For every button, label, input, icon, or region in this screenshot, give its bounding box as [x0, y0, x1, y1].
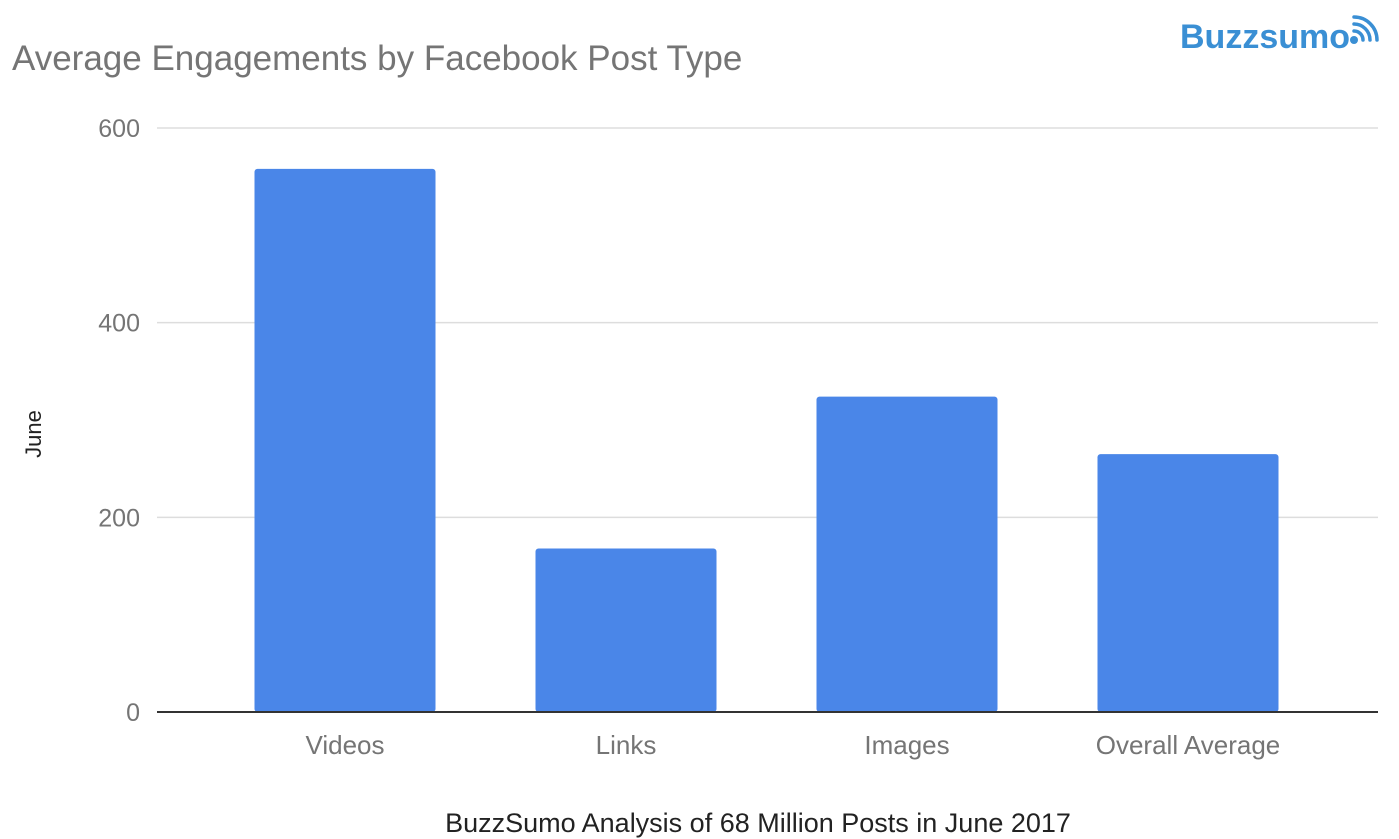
y-tick-label: 600 — [98, 115, 140, 143]
bars — [254, 168, 1279, 712]
buzzsumo-logo-text: Buzzsumo — [1180, 18, 1350, 56]
bar-overall-average — [1097, 454, 1279, 712]
y-axis-ticks: 0 200 400 600 — [98, 115, 140, 727]
x-axis-categories: Videos Links Images Overall Average — [305, 730, 1280, 760]
signal-dot — [1350, 36, 1358, 44]
x-category-label: Links — [596, 730, 657, 760]
y-tick-label: 0 — [126, 699, 140, 727]
y-tick-label: 200 — [98, 504, 140, 532]
chart-title: Average Engagements by Facebook Post Typ… — [12, 39, 742, 78]
y-axis-label: June — [21, 410, 46, 458]
buzzsumo-logo: Buzzsumo — [1180, 15, 1379, 56]
bar-images — [816, 396, 998, 712]
signal-arc — [1352, 29, 1365, 42]
x-category-label: Overall Average — [1096, 730, 1281, 760]
y-tick-label: 400 — [98, 310, 140, 338]
bar-videos — [254, 168, 436, 712]
x-axis-label: BuzzSumo Analysis of 68 Million Posts in… — [445, 808, 1071, 838]
signal-arc — [1352, 15, 1379, 42]
wifi-signal-icon — [1350, 15, 1379, 44]
x-category-label: Images — [864, 730, 949, 760]
x-category-label: Videos — [305, 730, 384, 760]
signal-arc — [1352, 22, 1372, 42]
bar-links — [535, 548, 717, 712]
